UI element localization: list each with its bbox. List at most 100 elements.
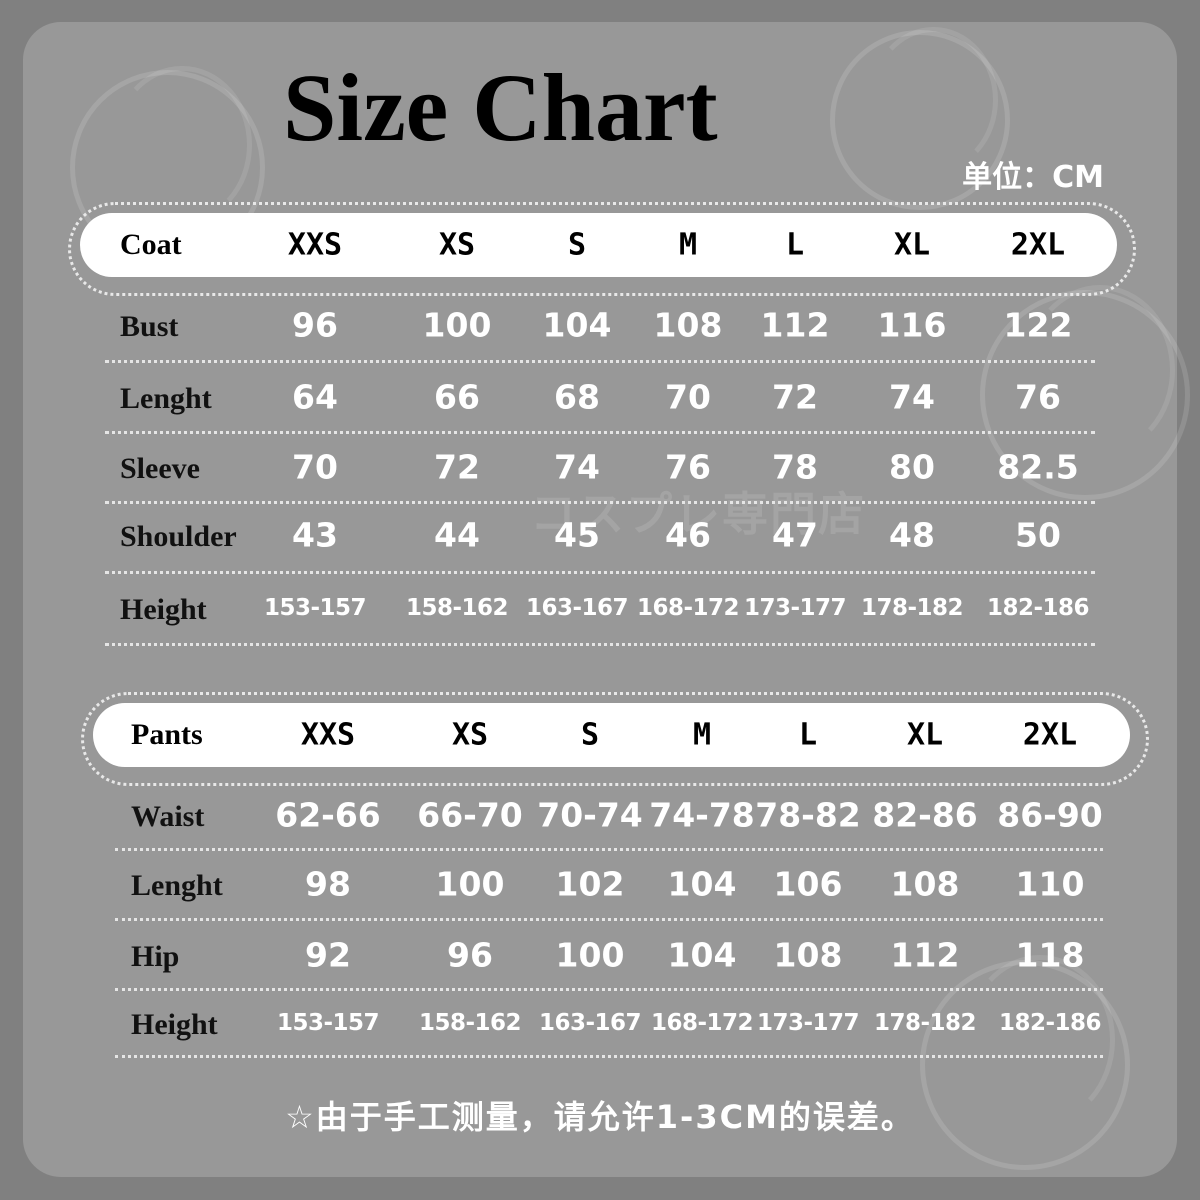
pants-row-divider — [115, 918, 1103, 921]
coat-table-cell: 76 — [1015, 377, 1061, 417]
pants-row-label: Hip — [131, 940, 180, 973]
pants-table-cell: 153-157 — [276, 1010, 380, 1036]
coat-table-cell: 48 — [889, 515, 935, 555]
watermark: コスプレ専門店 — [530, 487, 866, 541]
coat-table-cell: 72 — [772, 377, 818, 417]
coat-size-xxs: XXS — [287, 227, 343, 263]
coat-table-cell: 108 — [653, 305, 723, 345]
coat-row-divider — [105, 571, 1095, 574]
coat-table-cell: 64 — [292, 377, 338, 417]
coat-size-xs: XS — [438, 227, 476, 263]
coat-table-cell: 76 — [665, 447, 711, 487]
coat-table-cell: 116 — [877, 305, 947, 345]
coat-size-s: S — [567, 227, 587, 263]
pants-header-outline — [81, 692, 1149, 786]
volleyball-icon — [920, 955, 1130, 1170]
coat-table-cell: 178-182 — [860, 595, 964, 621]
pants-table-cell: 108 — [773, 935, 843, 975]
unit-label: 单位：CM — [962, 160, 1104, 195]
footer-note: ☆由于手工测量，请允许1-3CM的误差。 — [285, 1098, 915, 1136]
coat-row-label: Height — [120, 593, 207, 626]
coat-row-divider — [105, 501, 1095, 504]
pants-table-cell: 178-182 — [873, 1010, 977, 1036]
coat-table-cell: 72 — [434, 447, 480, 487]
coat-size-m: M — [678, 227, 698, 263]
pants-table-cell: 102 — [555, 864, 625, 904]
coat-row-label: Sleeve — [120, 452, 200, 485]
pants-table-cell: 182-186 — [998, 1010, 1102, 1036]
pants-table-cell: 110 — [1015, 864, 1085, 904]
coat-header-outline — [68, 202, 1136, 296]
page-title: Size Chart — [283, 54, 718, 161]
coat-row-divider — [105, 431, 1095, 434]
coat-size-xl: XL — [893, 227, 931, 263]
coat-table-cell: 163-167 — [525, 595, 629, 621]
pants-table-cell: 168-172 — [650, 1010, 754, 1036]
coat-table-cell: 43 — [292, 515, 338, 555]
coat-table-cell: 182-186 — [986, 595, 1090, 621]
pants-row-divider — [115, 1055, 1103, 1058]
pants-table-cell: 163-167 — [538, 1010, 642, 1036]
pants-table-cell: 74-78 — [649, 795, 755, 835]
pants-row-label: Waist — [131, 800, 205, 833]
coat-table-cell: 70 — [292, 447, 338, 487]
pants-size-2xl: 2XL — [1022, 717, 1078, 753]
pants-table-cell: 82-86 — [872, 795, 978, 835]
coat-table-cell: 122 — [1003, 305, 1073, 345]
coat-table-cell: 66 — [434, 377, 480, 417]
volleyball-icon — [830, 26, 1010, 210]
pants-row-divider — [115, 988, 1103, 991]
pants-table-cell: 100 — [435, 864, 505, 904]
coat-table-cell: 70 — [665, 377, 711, 417]
pants-table-cell: 96 — [447, 935, 493, 975]
pants-table-cell: 158-162 — [418, 1010, 522, 1036]
coat-table-cell: 80 — [889, 447, 935, 487]
pants-table-cell: 118 — [1015, 935, 1085, 975]
pants-size-xs: XS — [451, 717, 489, 753]
pants-row-label: Height — [131, 1008, 218, 1041]
pants-table-cell: 86-90 — [997, 795, 1103, 835]
coat-row-label: Lenght — [120, 382, 212, 415]
pants-size-s: S — [580, 717, 600, 753]
pants-size-xxs: XXS — [300, 717, 356, 753]
pants-size-xl: XL — [906, 717, 944, 753]
coat-row-label: Bust — [120, 310, 179, 343]
pants-table-cell: 104 — [667, 935, 737, 975]
pants-table-cell: 62-66 — [275, 795, 381, 835]
coat-table-cell: 46 — [665, 515, 711, 555]
coat-table-cell: 45 — [554, 515, 600, 555]
coat-header-row — [80, 213, 1117, 277]
pants-table-cell: 100 — [555, 935, 625, 975]
coat-table-cell: 158-162 — [405, 595, 509, 621]
coat-table-cell: 68 — [554, 377, 600, 417]
pants-table-cell: 108 — [890, 864, 960, 904]
pants-header-row — [93, 703, 1130, 767]
pants-size-m: M — [692, 717, 712, 753]
pants-row-divider — [115, 848, 1103, 851]
pants-table-cell: 173-177 — [756, 1010, 860, 1036]
coat-row-divider — [105, 643, 1095, 646]
pants-table-cell: 106 — [773, 864, 843, 904]
coat-table-cell: 47 — [772, 515, 818, 555]
coat-row-divider — [105, 360, 1095, 363]
pants-table-cell: 112 — [890, 935, 960, 975]
coat-table-cell: 74 — [554, 447, 600, 487]
pants-table-cell: 104 — [667, 864, 737, 904]
pants-table-cell: 66-70 — [417, 795, 523, 835]
pants-table-cell: 92 — [305, 935, 351, 975]
pants-size-l: L — [798, 717, 818, 753]
coat-size-2xl: 2XL — [1010, 227, 1066, 263]
coat-table-cell: 112 — [760, 305, 830, 345]
coat-table-cell: 78 — [772, 447, 818, 487]
pants-table-cell: 98 — [305, 864, 351, 904]
coat-table-cell: 82.5 — [997, 447, 1079, 487]
coat-table-cell: 44 — [434, 515, 480, 555]
coat-size-l: L — [785, 227, 805, 263]
coat-table-cell: 173-177 — [743, 595, 847, 621]
coat-table-cell: 153-157 — [263, 595, 367, 621]
pants-header-label: Pants — [131, 718, 203, 751]
coat-table-cell: 96 — [292, 305, 338, 345]
coat-table-cell: 50 — [1015, 515, 1061, 555]
coat-table-cell: 100 — [422, 305, 492, 345]
pants-table-cell: 78-82 — [755, 795, 861, 835]
